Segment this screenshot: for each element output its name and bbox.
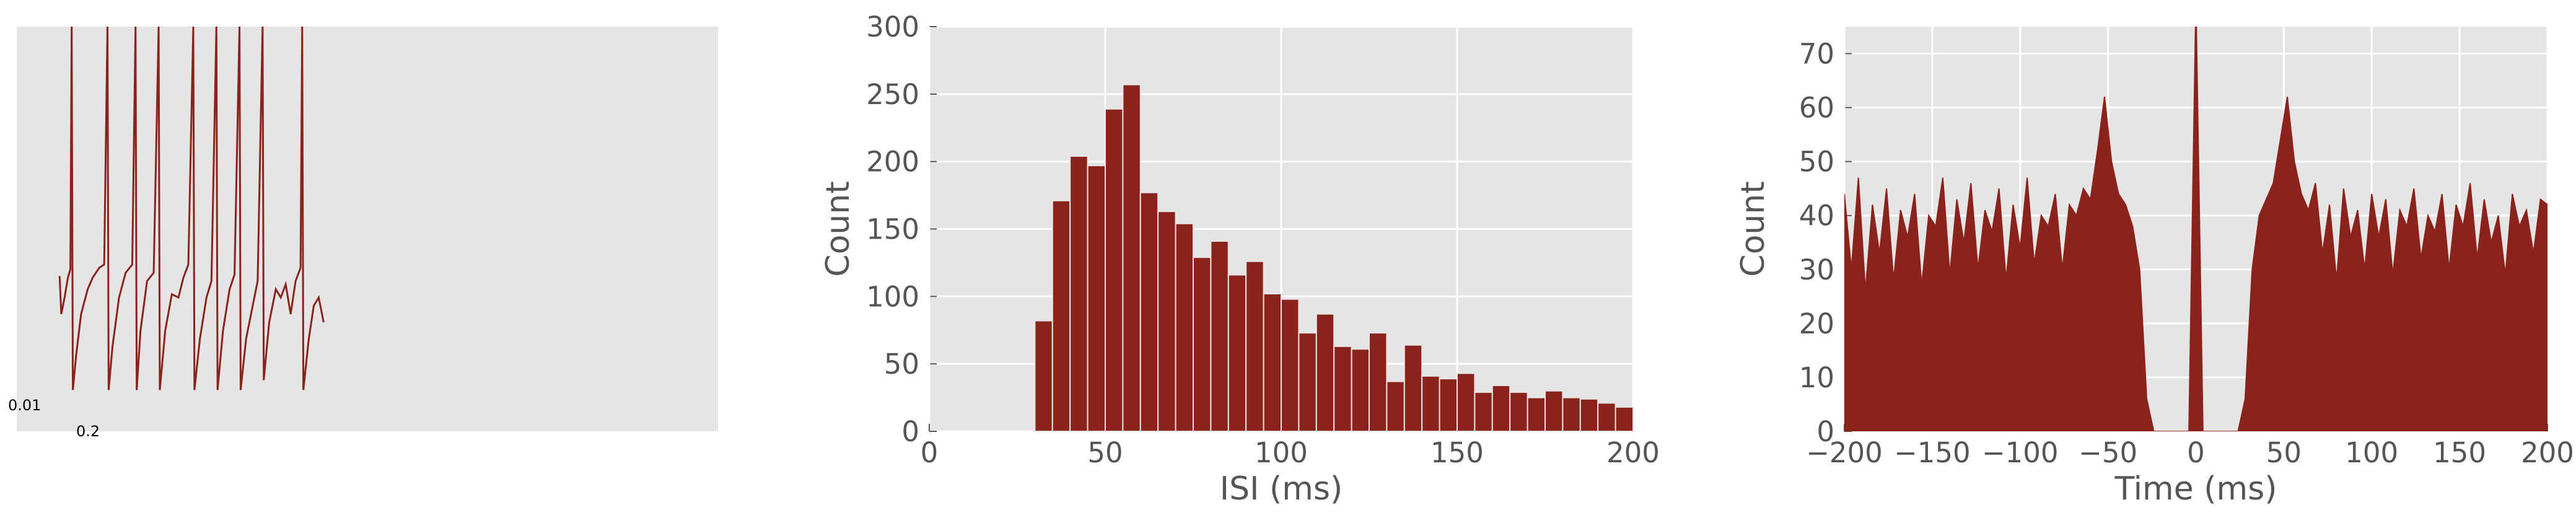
y-tick-label: 100	[866, 280, 919, 313]
bar	[1439, 378, 1458, 432]
bar	[1509, 391, 1528, 432]
x-tick-label: −50	[2079, 436, 2137, 469]
scale-bar-label: 0.2	[76, 423, 100, 440]
bar	[1122, 84, 1141, 432]
area	[1844, 27, 2548, 431]
y-tick-label: 30	[1799, 253, 1834, 286]
bar	[1263, 293, 1282, 433]
x-axis-label: ISI (ms)	[1220, 470, 1343, 508]
bar	[1139, 191, 1159, 432]
y-tick-label: 50	[884, 348, 919, 381]
bar	[1403, 344, 1423, 433]
y-tick-label: 200	[866, 146, 919, 178]
y-tick-label: 0	[1816, 415, 1834, 448]
bar	[1051, 200, 1071, 432]
x-tick-label: −200	[1806, 436, 1883, 469]
bar	[1457, 372, 1476, 432]
y-tick-label: 10	[1799, 361, 1834, 394]
bar	[1527, 397, 1546, 432]
bar	[1333, 345, 1352, 432]
y-tick-label: 150	[866, 213, 919, 246]
bar	[1034, 320, 1053, 432]
panel: 0 50 100 150 200 250 300 0 50 100 150 200 ISI (ms) Co…	[820, 11, 1660, 508]
bar	[1579, 398, 1599, 433]
x-tick-label: 150	[1430, 436, 1484, 469]
bar	[1245, 260, 1264, 432]
y-tick-label: 70	[1799, 38, 1834, 71]
bar	[1597, 402, 1616, 432]
bar	[1474, 391, 1493, 432]
panel: 0.01 0.2	[8, 27, 718, 440]
x-tick-label: 200	[2521, 436, 2574, 469]
bar	[1105, 108, 1124, 432]
y-tick-label: 40	[1799, 200, 1834, 232]
bar	[1157, 211, 1176, 432]
x-tick-label: 0	[2187, 436, 2205, 469]
bar	[1069, 155, 1089, 433]
bar	[1175, 222, 1194, 432]
y-tick-label: 60	[1799, 92, 1834, 125]
bar	[1315, 313, 1335, 432]
x-tick-label: 50	[1087, 436, 1123, 469]
y-axis-label: Count	[820, 181, 857, 276]
y-axis-label: Count	[1735, 181, 1772, 276]
x-tick-label: −100	[1982, 436, 2059, 469]
bar	[1351, 348, 1370, 432]
bar	[1281, 298, 1300, 433]
bar	[1298, 332, 1317, 432]
y-tick-label: 20	[1799, 307, 1834, 340]
bar	[1386, 381, 1405, 432]
bar	[1544, 390, 1564, 433]
bar	[1369, 332, 1388, 432]
bar	[1491, 384, 1511, 433]
y-tick-label: 0	[901, 415, 919, 448]
scale-bar-label: 0.01	[8, 397, 41, 414]
x-tick-label: 50	[2266, 436, 2302, 469]
y-tick-label: 250	[866, 78, 919, 111]
bar	[1210, 240, 1229, 432]
bar	[1562, 397, 1581, 432]
x-tick-label: 150	[2433, 436, 2486, 469]
x-tick-label: 100	[2345, 436, 2398, 469]
voltage-trace	[58, 27, 325, 390]
bar	[1087, 165, 1106, 432]
y-tick-label: 50	[1799, 146, 1834, 178]
x-tick-label: −150	[1894, 436, 1971, 469]
y-tick-label: 300	[866, 11, 919, 43]
x-tick-label: 0	[921, 436, 939, 469]
x-tick-label: 200	[1606, 436, 1660, 469]
bar	[1193, 257, 1212, 432]
panel: 0 10 20 30 40 50 60 70 −200 −150 −100 −50 0 50 100 150 2…	[1735, 27, 2574, 508]
x-axis-label: Time (ms)	[2114, 470, 2277, 508]
bar	[1421, 375, 1440, 432]
plot-background	[17, 27, 718, 431]
x-tick-label: 100	[1255, 436, 1308, 469]
bar	[1614, 406, 1634, 433]
bar	[1227, 274, 1247, 432]
